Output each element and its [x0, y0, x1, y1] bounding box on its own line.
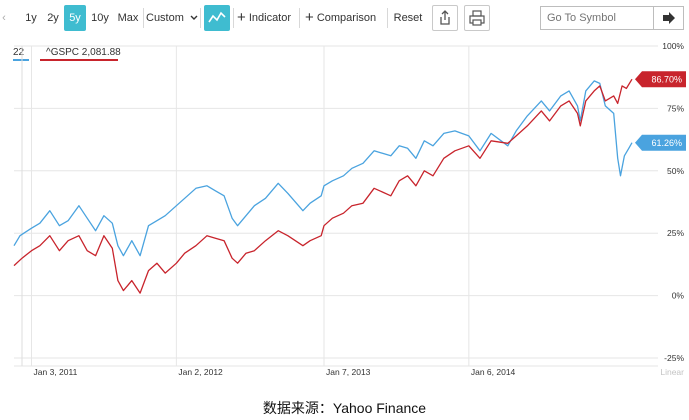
- legend-series2-swatch: [40, 59, 118, 61]
- custom-range-dropdown[interactable]: Custom: [146, 5, 198, 31]
- range-10y-button[interactable]: 10y: [91, 12, 109, 24]
- chart-type-button[interactable]: [204, 5, 230, 31]
- indicator-label: Indicator: [248, 12, 292, 24]
- toolbar-divider: [143, 8, 144, 28]
- toolbar-divider: [200, 8, 201, 28]
- share-icon: [440, 10, 450, 25]
- chevron-down-icon: [190, 15, 198, 21]
- y-tick-label: 50%: [667, 166, 684, 176]
- y-tick-label: -25%: [664, 353, 684, 363]
- series-line-gspc: [13, 78, 633, 294]
- scale-label: Linear: [660, 367, 684, 377]
- plus-icon: +: [237, 9, 246, 26]
- toolbar-divider: [299, 8, 300, 28]
- end-value-badge: [635, 134, 686, 151]
- chart-series: [13, 78, 633, 294]
- y-tick-label: 75%: [667, 103, 684, 113]
- y-tick-label: 100%: [662, 41, 684, 51]
- chart-toolbar: ‹ 1y 2y 5y 10y Max Custom + Indicator + …: [0, 5, 689, 31]
- x-tick-label: Jan 7, 2013: [326, 367, 371, 377]
- end-value-label: 86.70%: [651, 75, 682, 85]
- range-2y-button[interactable]: 2y: [47, 12, 59, 24]
- y-axis: 100% 75% 50% 25% 0% -25%: [662, 41, 684, 363]
- toolbar-divider: [233, 8, 234, 28]
- legend-series2-label: ^GSPC 2,081.88: [46, 47, 121, 58]
- legend-series1-value: 22: [13, 47, 25, 58]
- end-labels: 61.26% 86.70%: [635, 71, 686, 151]
- source-caption: 数据来源：Yahoo Finance: [262, 400, 427, 416]
- comparison-label: Comparison: [316, 12, 377, 24]
- symbol-search-input[interactable]: [540, 6, 654, 30]
- chart-grid: [14, 45, 658, 367]
- custom-range-label: Custom: [146, 12, 184, 24]
- add-comparison-button[interactable]: + Comparison: [305, 5, 385, 31]
- arrow-right-icon: [663, 12, 675, 24]
- range-1y-button[interactable]: 1y: [25, 12, 37, 24]
- x-axis: Jan 3, 2011 Jan 2, 2012 Jan 7, 2013 Jan 6, …: [34, 367, 685, 377]
- end-value-badge: [635, 71, 686, 88]
- toolbar-divider: [387, 8, 388, 28]
- x-tick-label: Jan 2, 2012: [178, 367, 223, 377]
- go-button[interactable]: [654, 6, 684, 30]
- price-comparison-chart: 100% 75% 50% 25% 0% -25% Jan 3, 2011 Jan 2, 20…: [13, 41, 686, 377]
- print-button[interactable]: [464, 5, 490, 31]
- print-icon: [469, 10, 485, 26]
- series-line-blue: [13, 80, 633, 257]
- legend-series1-swatch: [13, 59, 29, 61]
- x-tick-label: Jan 6, 2014: [471, 367, 516, 377]
- scroll-left-indicator: ‹: [2, 12, 6, 24]
- end-value-label: 61.26%: [651, 138, 682, 148]
- share-button[interactable]: [432, 5, 458, 31]
- y-tick-label: 0%: [672, 291, 685, 301]
- plus-icon: +: [305, 9, 314, 26]
- reset-button[interactable]: Reset: [393, 12, 423, 24]
- y-tick-label: 25%: [667, 228, 684, 238]
- range-5y-button[interactable]: 5y: [64, 5, 86, 31]
- range-max-button[interactable]: Max: [117, 12, 139, 24]
- add-indicator-button[interactable]: + Indicator: [237, 5, 297, 31]
- line-chart-icon: [208, 11, 226, 23]
- x-tick-label: Jan 3, 2011: [34, 367, 78, 377]
